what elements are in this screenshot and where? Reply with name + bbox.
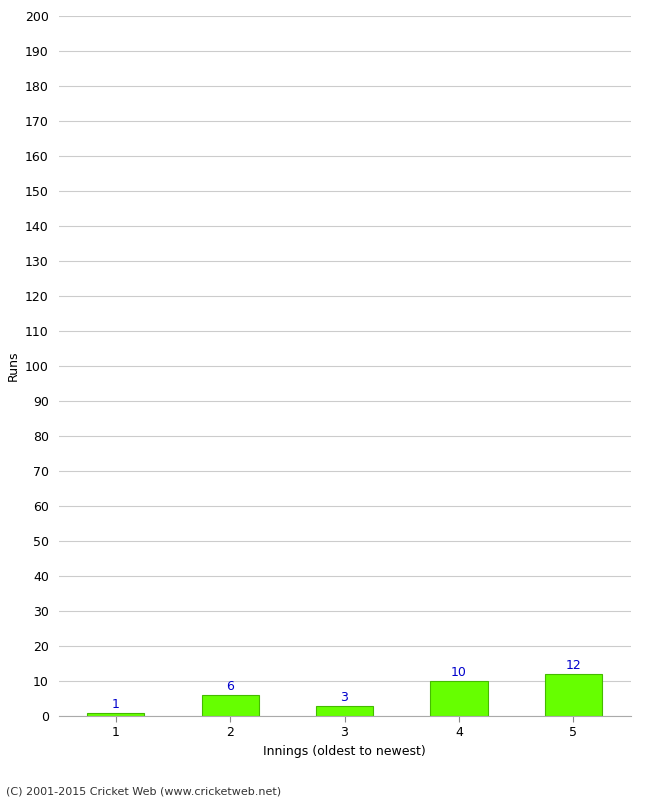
Text: 3: 3: [341, 690, 348, 704]
Text: 1: 1: [112, 698, 120, 710]
Bar: [430, 681, 488, 716]
Text: 6: 6: [226, 680, 234, 694]
X-axis label: Innings (oldest to newest): Innings (oldest to newest): [263, 745, 426, 758]
Text: 12: 12: [566, 659, 581, 672]
Bar: [202, 695, 259, 716]
Y-axis label: Runs: Runs: [6, 350, 20, 382]
Bar: [545, 674, 602, 716]
Bar: [87, 713, 144, 716]
Bar: [316, 706, 373, 716]
Text: (C) 2001-2015 Cricket Web (www.cricketweb.net): (C) 2001-2015 Cricket Web (www.cricketwe…: [6, 786, 281, 796]
Text: 10: 10: [451, 666, 467, 679]
